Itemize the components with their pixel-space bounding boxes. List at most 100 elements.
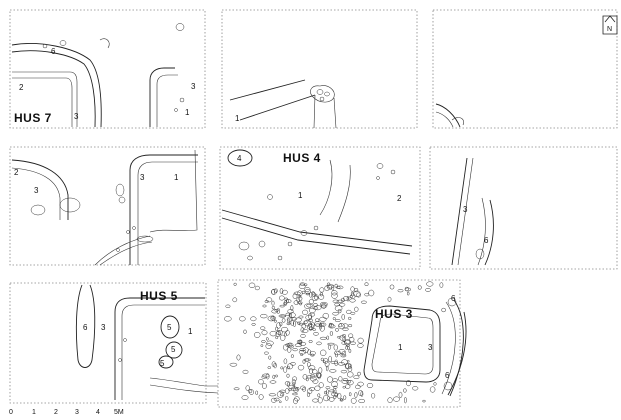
stone xyxy=(353,375,360,380)
stone xyxy=(291,379,296,385)
stone xyxy=(339,334,346,341)
stone xyxy=(304,288,311,295)
panel-middle-left xyxy=(9,146,206,266)
stone xyxy=(406,380,411,387)
stone xyxy=(311,322,315,328)
stone xyxy=(281,326,289,333)
stone xyxy=(261,330,268,336)
stone xyxy=(333,395,337,399)
stone xyxy=(333,385,338,389)
stone xyxy=(334,302,340,307)
stone xyxy=(366,382,374,389)
stone xyxy=(332,317,336,321)
stone xyxy=(326,282,331,286)
stone xyxy=(271,289,275,295)
stone xyxy=(251,323,256,326)
stone xyxy=(364,292,370,297)
stone xyxy=(300,353,304,356)
stone xyxy=(412,386,419,391)
scale-tick-label: 0 xyxy=(9,409,13,416)
stone xyxy=(233,387,240,391)
stone xyxy=(331,381,338,388)
stone xyxy=(335,319,341,322)
stone xyxy=(292,348,298,352)
stone xyxy=(286,322,291,326)
stone xyxy=(266,297,273,303)
stone xyxy=(250,316,257,322)
stone xyxy=(275,326,279,332)
stone xyxy=(333,344,338,351)
stone xyxy=(331,392,339,397)
stone xyxy=(314,323,321,327)
stone xyxy=(289,312,292,319)
stone xyxy=(260,344,264,347)
stone xyxy=(290,362,296,366)
stone xyxy=(336,299,344,303)
stone xyxy=(342,336,346,342)
stone xyxy=(314,293,318,297)
stone xyxy=(327,342,335,346)
stone xyxy=(398,391,403,398)
stone xyxy=(335,327,339,332)
stone xyxy=(292,293,298,299)
stone xyxy=(317,397,323,404)
stone xyxy=(325,365,329,372)
stone xyxy=(347,379,354,386)
stone xyxy=(314,305,322,311)
stone xyxy=(342,323,349,329)
panel-top-middle xyxy=(221,9,418,129)
stone xyxy=(393,396,400,402)
stone xyxy=(286,298,289,304)
stone xyxy=(269,380,277,384)
panel-number: 3 xyxy=(34,186,39,195)
stone xyxy=(350,286,355,292)
stone xyxy=(264,351,269,355)
stone xyxy=(364,282,369,287)
stone xyxy=(292,321,297,327)
stone xyxy=(317,393,321,398)
stone xyxy=(358,398,366,404)
stone xyxy=(293,291,301,296)
stone xyxy=(276,307,280,314)
stone xyxy=(350,311,356,315)
stone xyxy=(271,300,275,306)
stone xyxy=(318,382,324,388)
labels: HUS 7 6 2 3 3 1 1 2 3 3 1 HUS 4 4 1 2 3 … xyxy=(14,47,489,380)
stone xyxy=(275,374,278,378)
stone xyxy=(305,292,311,296)
stone xyxy=(338,376,343,382)
stone xyxy=(304,287,311,292)
stone xyxy=(320,322,327,327)
stone xyxy=(294,343,303,347)
scale-tick-label: 3 xyxy=(75,409,79,416)
stone xyxy=(278,314,287,318)
panel-hus7 xyxy=(9,9,206,129)
stone xyxy=(344,363,350,370)
hus4-number: 1 xyxy=(298,191,303,200)
stone xyxy=(271,315,275,320)
stone xyxy=(309,291,313,298)
stone xyxy=(350,397,357,404)
stone xyxy=(429,386,436,393)
stone xyxy=(297,321,301,325)
stone xyxy=(308,339,313,344)
stone xyxy=(270,315,276,321)
stone xyxy=(270,397,277,403)
stone xyxy=(340,369,348,374)
stone xyxy=(354,392,358,398)
scale-bar: 0 1 2 3 4 5M xyxy=(9,409,124,416)
stone xyxy=(278,295,285,301)
stone xyxy=(332,378,338,383)
hus7-number: 1 xyxy=(185,108,190,117)
stone xyxy=(320,301,328,307)
stone xyxy=(425,288,431,292)
stone xyxy=(329,369,337,373)
middle-left-features xyxy=(11,149,198,266)
stone xyxy=(312,328,316,331)
stone xyxy=(332,311,339,316)
stone xyxy=(267,366,272,369)
stone xyxy=(328,397,335,402)
stone xyxy=(346,379,351,384)
stone xyxy=(322,312,329,319)
stone xyxy=(403,388,407,393)
